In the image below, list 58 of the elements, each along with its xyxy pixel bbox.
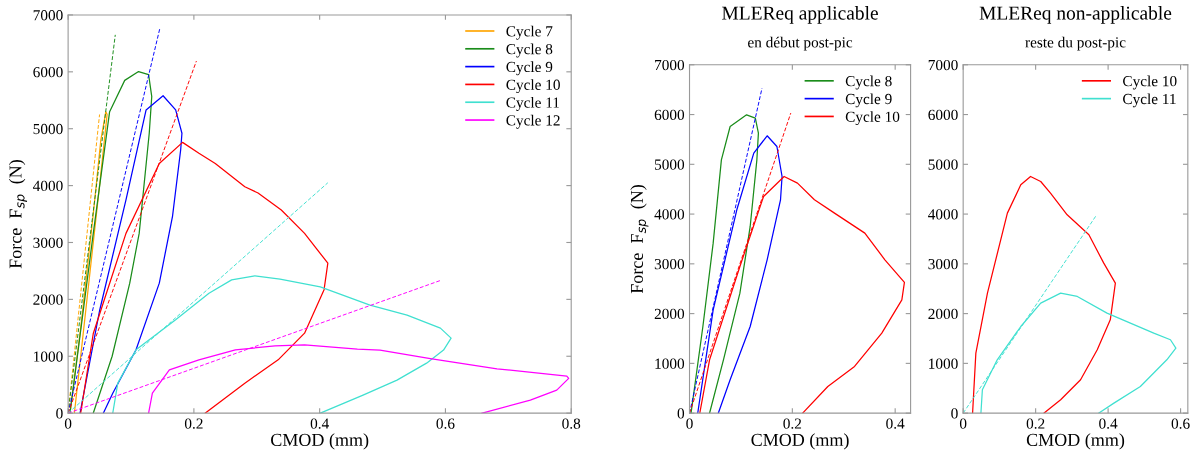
legend-label: Cycle 11 [506, 96, 560, 111]
x-tick-label: 0.8 [562, 418, 581, 429]
chart-subtitle: reste du post-pic [1025, 36, 1126, 51]
legend-label: Cycle 12 [506, 114, 560, 129]
y-tick-label: 7000 [928, 59, 958, 71]
legend-label: Cycle 10 [506, 79, 560, 94]
y-tick-label: 3000 [654, 258, 685, 270]
x-axis-title: CMOD (mm) [1026, 433, 1125, 450]
legend-label: Cycle 10 [1123, 75, 1177, 90]
legend-label: Cycle 9 [506, 61, 553, 76]
x-axis-title: CMOD (mm) [271, 433, 369, 450]
y-tick-label: 6000 [33, 66, 63, 78]
chart-title: MLEReq applicable [722, 6, 878, 24]
y-tick-label: 1000 [34, 351, 63, 362]
x-tick-label: 0.4 [886, 418, 905, 429]
legend-label: Cycle 9 [845, 93, 892, 108]
y-tick-label: 4000 [928, 209, 958, 220]
legend-label: Cycle 8 [506, 43, 553, 58]
y-tick-label: 2000 [928, 308, 958, 320]
x-tick-label: 0.2 [1026, 418, 1045, 429]
y-tick-label: 0 [677, 408, 685, 419]
y-tick-label: 2000 [33, 294, 63, 305]
x-tick-label: 0.4 [1099, 418, 1118, 429]
y-tick-label: 7000 [655, 59, 685, 71]
x-tick-label: 0 [64, 418, 72, 429]
x-tick-label: 0.6 [436, 418, 455, 429]
y-axis-title: Force F$_{sp}$ (N) [630, 185, 649, 294]
x-tick-label: 0.2 [184, 418, 203, 429]
x-tick-label: 0.6 [1171, 418, 1190, 429]
legend-label: Cycle 11 [1123, 93, 1176, 108]
y-tick-label: 7000 [33, 10, 63, 21]
y-tick-label: 5000 [654, 159, 685, 170]
y-tick-label: 4000 [33, 180, 63, 192]
y-axis-title: Force F$_{sp}$ (N) [8, 160, 28, 269]
y-tick-label: 6000 [928, 109, 958, 120]
y-tick-label: 4000 [654, 209, 685, 220]
y-tick-label: 5000 [928, 159, 958, 170]
chart-title: MLEReq non-applicable [979, 6, 1172, 24]
y-tick-label: 2000 [654, 308, 685, 320]
line-series [79, 95, 183, 414]
x-tick-label: 0.2 [783, 418, 802, 429]
legend-label: Cycle 7 [506, 25, 553, 40]
y-tick-label: 0 [951, 408, 958, 419]
x-tick-label: 0.4 [310, 418, 329, 429]
x-tick-label: 0 [959, 418, 967, 429]
y-tick-label: 1000 [929, 358, 958, 369]
y-tick-label: 3000 [928, 258, 958, 270]
y-tick-label: 3000 [33, 237, 63, 248]
y-tick-label: 0 [56, 408, 63, 419]
y-tick-label: 6000 [654, 109, 685, 120]
y-tick-label: 1000 [655, 358, 685, 369]
legend-label: Cycle 10 [845, 111, 900, 126]
chart-subtitle: en début post-pic [748, 36, 853, 51]
x-axis-title: CMOD (mm) [751, 433, 849, 450]
line-series [971, 175, 1116, 414]
y-tick-label: 5000 [33, 123, 63, 135]
x-tick-label: 0 [686, 418, 693, 429]
legend-label: Cycle 8 [845, 75, 892, 90]
